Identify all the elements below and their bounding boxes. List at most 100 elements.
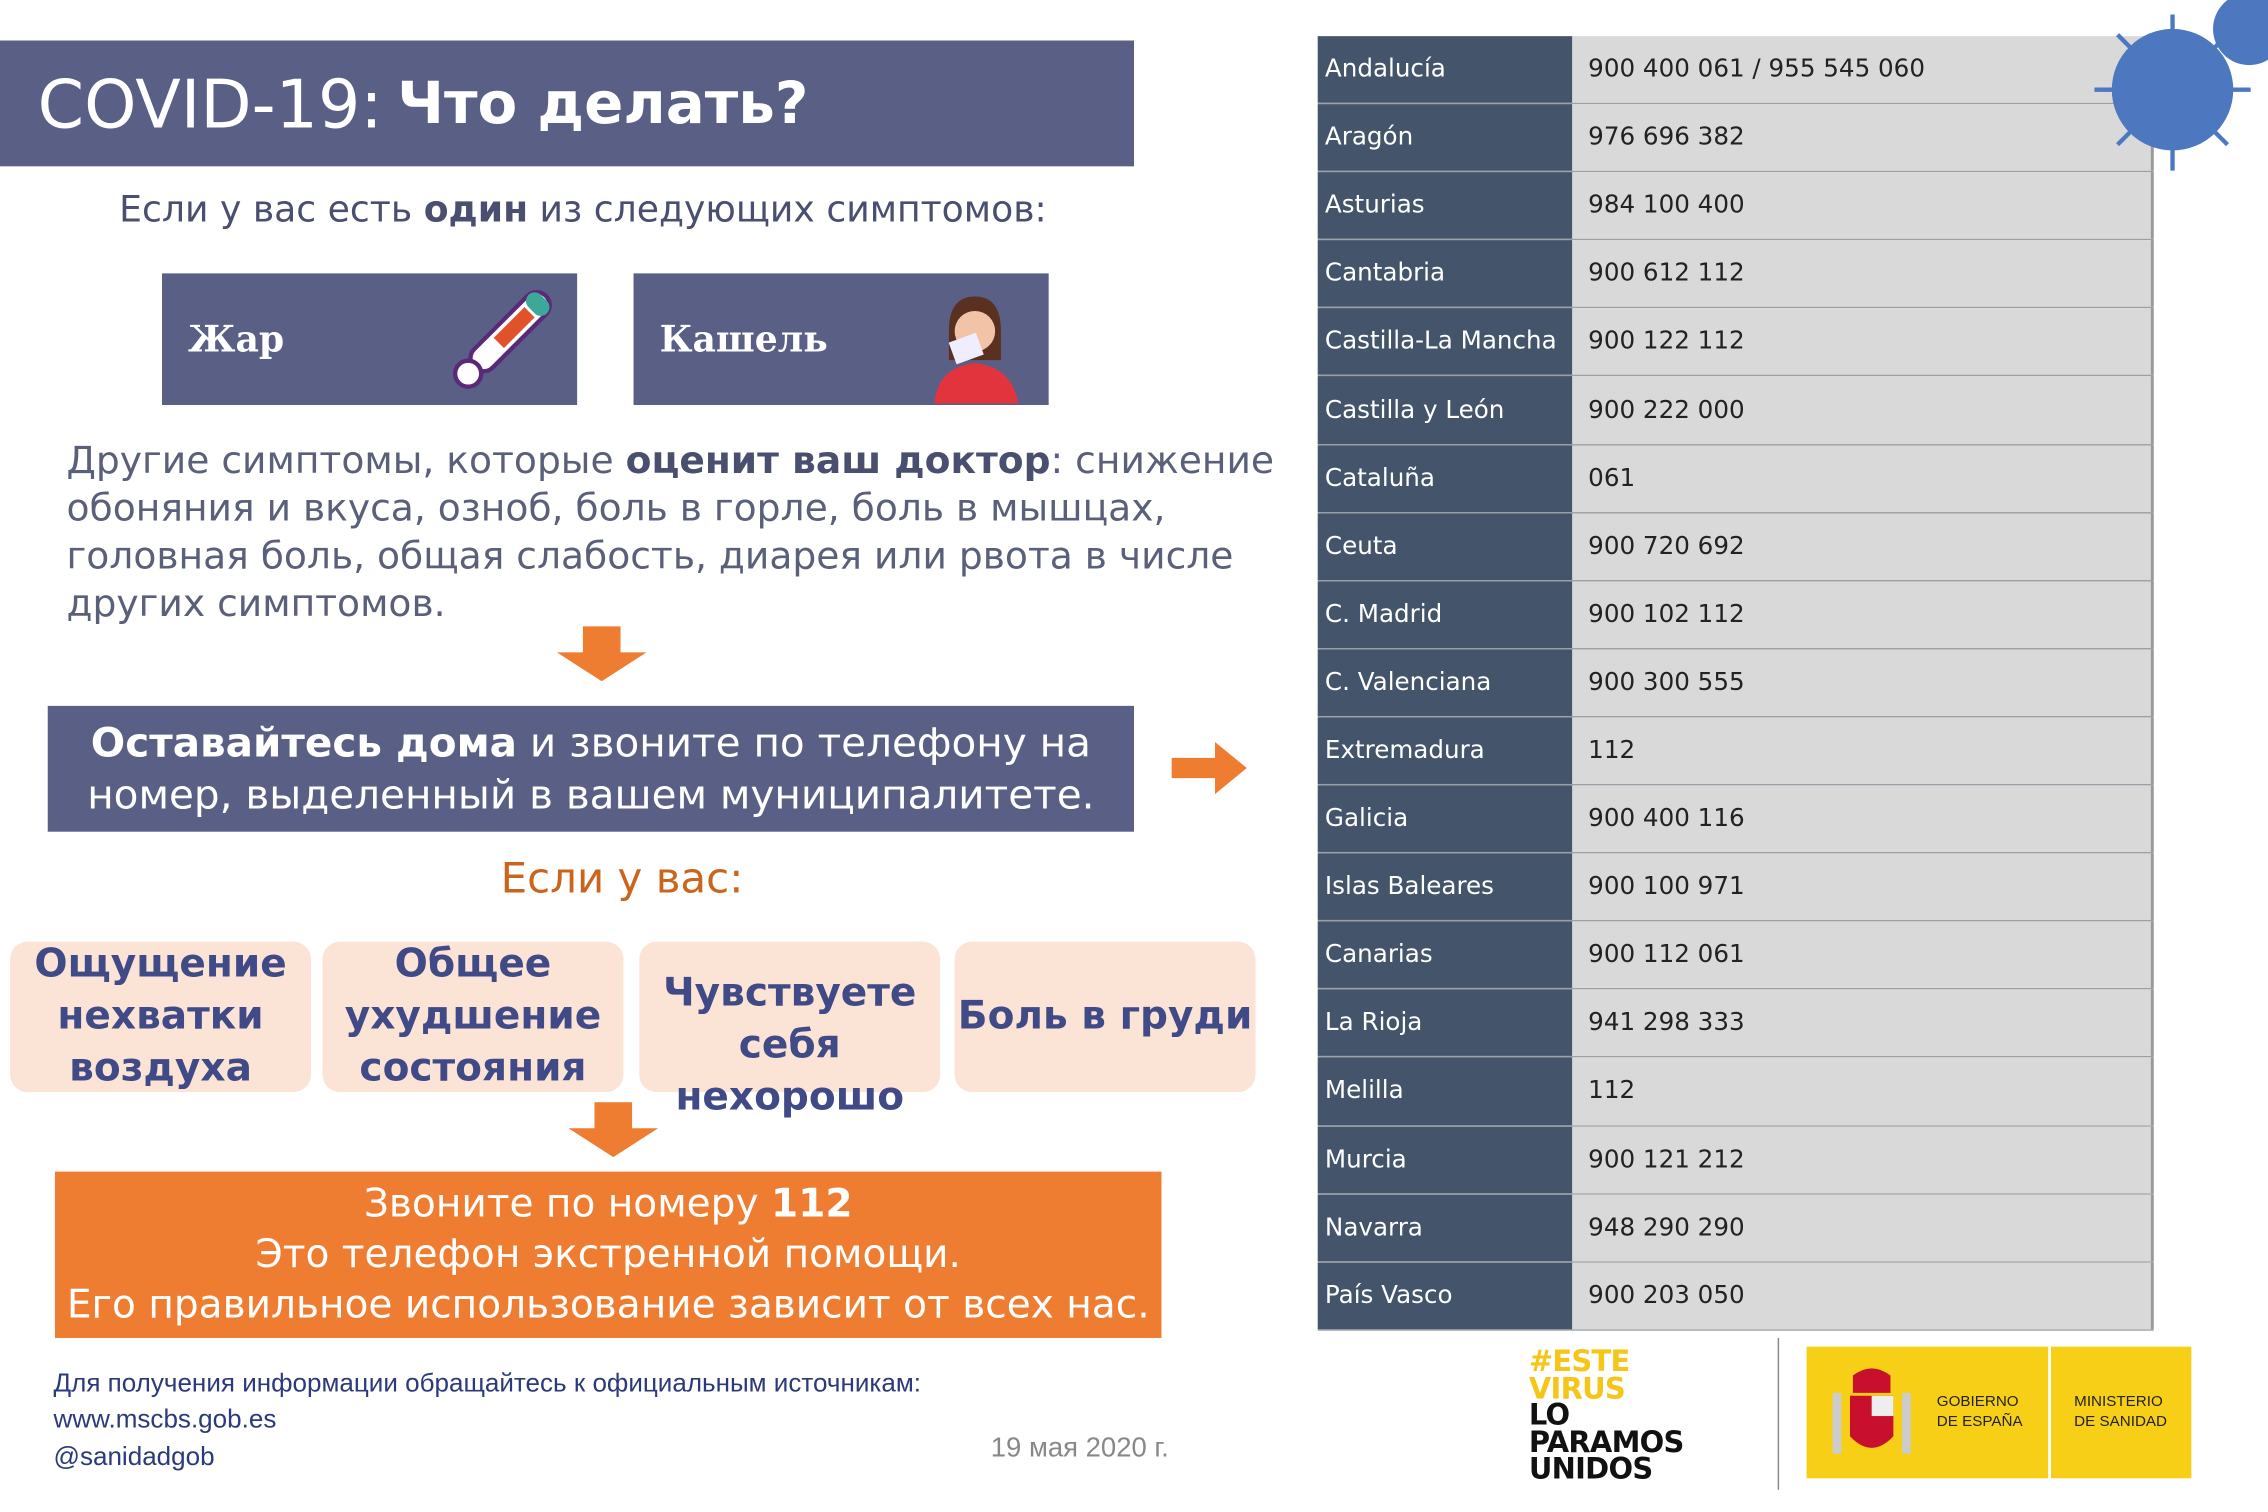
divider bbox=[1777, 1337, 1780, 1490]
emergency-label: Ощущение нехватки воздуха bbox=[34, 941, 287, 1091]
call-112-box: Звоните по номеру 112 Это телефон экстре… bbox=[54, 1171, 1162, 1338]
phone-cell: 900 612 112 bbox=[1572, 240, 2154, 308]
emergency-breath: Ощущение нехватки воздуха bbox=[10, 941, 311, 1093]
phone-table: Andalucía 900 400 061 / 955 545 060 Aragón… bbox=[1317, 36, 2154, 1331]
region-cell: C. Valenciana bbox=[1317, 649, 1573, 716]
emergency-general: Общее ухудшение состояния bbox=[322, 941, 624, 1093]
table-row: Cataluña 061 bbox=[1317, 444, 2154, 513]
virus-icon bbox=[2094, 0, 2268, 171]
phone-cell: 900 222 000 bbox=[1572, 376, 2154, 444]
ministerio-text: MINISTERIO DE SANIDAD bbox=[2074, 1392, 2168, 1431]
region-cell: Cataluña bbox=[1317, 444, 1573, 512]
gobierno-text: GOBIERNO DE ESPAÑA bbox=[1936, 1392, 2023, 1431]
region-cell: Ceuta bbox=[1317, 512, 1573, 580]
table-row: Islas Baleares 900 100 971 bbox=[1317, 853, 2154, 922]
intro-text: Если у вас есть bbox=[119, 188, 424, 230]
table-row: Melilla 112 bbox=[1317, 1057, 2154, 1127]
emergency-chest: Боль в груди bbox=[954, 941, 1256, 1093]
emergency-label: Чувствуете себя нехорошо bbox=[663, 970, 917, 1120]
phone-cell: 948 290 290 bbox=[1572, 1194, 2154, 1261]
region-cell: Navarra bbox=[1317, 1194, 1573, 1261]
phone-cell: 900 400 116 bbox=[1572, 785, 2154, 853]
region-cell: Cantabria bbox=[1317, 240, 1573, 308]
website-link[interactable]: www.mscbs.gob.es bbox=[53, 1404, 277, 1434]
region-cell: Andalucía bbox=[1317, 36, 1573, 103]
region-cell: Melilla bbox=[1317, 1057, 1573, 1125]
table-row: Castilla-La Mancha 900 122 112 bbox=[1317, 308, 2154, 377]
emergency-label: Общее ухудшение состояния bbox=[344, 941, 602, 1091]
region-cell: Murcia bbox=[1317, 1126, 1573, 1193]
region-cell: Castilla y León bbox=[1317, 376, 1573, 444]
other-text: Другие симптомы, которые bbox=[66, 439, 626, 484]
phone-cell: 900 300 555 bbox=[1572, 649, 2154, 716]
title-main: Что делать? bbox=[397, 70, 809, 137]
region-cell: Canarias bbox=[1317, 921, 1573, 989]
other-symptoms: Другие симптомы, которые оценит ваш докт… bbox=[67, 438, 1282, 629]
stay-home-bold: Оставайтесь дома bbox=[90, 718, 518, 766]
phone-cell: 976 696 382 bbox=[1572, 104, 2154, 171]
region-cell: País Vasco bbox=[1317, 1262, 1573, 1329]
phone-cell: 900 720 692 bbox=[1572, 512, 2154, 580]
other-text-after: : снижение обоняния и вкуса, озноб, боль… bbox=[66, 439, 1275, 627]
phone-cell: 900 121 212 bbox=[1572, 1126, 2154, 1193]
thermometer-icon bbox=[452, 289, 552, 389]
phone-cell: 112 bbox=[1572, 717, 2154, 785]
table-row: Murcia 900 121 212 bbox=[1317, 1126, 2154, 1195]
symptom-fever: Жар bbox=[162, 273, 578, 406]
region-cell: La Rioja bbox=[1317, 989, 1573, 1057]
stay-home-box: Оставайтесь дома и звоните по телефону н… bbox=[47, 705, 1135, 832]
table-row: Aragón 976 696 382 bbox=[1317, 104, 2154, 173]
phone-cell: 900 112 061 bbox=[1572, 921, 2154, 989]
region-cell: Islas Baleares bbox=[1317, 853, 1573, 921]
table-row: Canarias 900 112 061 bbox=[1317, 921, 2154, 990]
table-row: C. Madrid 900 102 112 bbox=[1317, 581, 2154, 650]
intro-bold: один bbox=[423, 188, 529, 230]
region-cell: Castilla-La Mancha bbox=[1317, 308, 1573, 376]
table-row: País Vasco 900 203 050 bbox=[1317, 1262, 2154, 1331]
arrow-down-icon bbox=[556, 626, 647, 682]
date: 19 мая 2020 г. bbox=[990, 1433, 1169, 1464]
table-row: Cantabria 900 612 112 bbox=[1317, 240, 2154, 309]
arrow-down-icon bbox=[568, 1102, 659, 1158]
phone-cell: 112 bbox=[1572, 1057, 2154, 1125]
emergency-number: 112 bbox=[771, 1181, 853, 1227]
symptom-label: Жар bbox=[188, 318, 285, 361]
symptoms-intro: Если у вас есть один из следующих симпто… bbox=[0, 188, 1166, 230]
table-row: Galicia 900 400 116 bbox=[1317, 785, 2154, 854]
phone-cell: 900 102 112 bbox=[1572, 581, 2154, 648]
page-title: COVID-19: Что делать? bbox=[0, 40, 1135, 167]
region-cell: Asturias bbox=[1317, 172, 1573, 240]
emergency-label: Боль в груди bbox=[957, 993, 1253, 1039]
intro-text-after: из следующих симптомов: bbox=[528, 188, 1047, 230]
arrow-right-icon bbox=[1171, 742, 1247, 795]
symptom-cough: Кашель bbox=[633, 273, 1049, 406]
phone-cell: 900 203 050 bbox=[1572, 1262, 2154, 1329]
symptom-label: Кашель bbox=[659, 318, 828, 361]
emergency-unwell: Чувствуете себя нехорошо bbox=[639, 941, 941, 1120]
phone-cell: 061 bbox=[1572, 444, 2154, 512]
table-row: C. Valenciana 900 300 555 bbox=[1317, 649, 2154, 718]
other-bold: оценит ваш доктор bbox=[625, 439, 1051, 484]
coat-of-arms-icon bbox=[1832, 1368, 1911, 1454]
table-row: Andalucía 900 400 061 / 955 545 060 bbox=[1317, 36, 2154, 105]
call-line3: Его правильное использование зависит от … bbox=[66, 1282, 1150, 1328]
table-row: Castilla y León 900 222 000 bbox=[1317, 376, 2154, 445]
phone-cell: 941 298 333 bbox=[1572, 989, 2154, 1057]
campaign-logo: #ESTE VIRUS LO PARAMOS UNIDOS bbox=[1528, 1343, 1684, 1486]
region-cell: Aragón bbox=[1317, 104, 1573, 171]
title-prefix: COVID-19: bbox=[37, 64, 383, 143]
table-row: Ceuta 900 720 692 bbox=[1317, 512, 2154, 582]
twitter-handle[interactable]: @sanidadgob bbox=[53, 1442, 215, 1472]
table-row: Extremadura 112 bbox=[1317, 717, 2154, 786]
region-cell: Extremadura bbox=[1317, 717, 1573, 785]
stay-home-text: и звоните по телефону на номер, выделенн… bbox=[87, 718, 1095, 818]
table-row: La Rioja 941 298 333 bbox=[1317, 989, 2154, 1058]
phone-cell: 984 100 400 bbox=[1572, 172, 2154, 240]
call-text: Звоните по номеру bbox=[363, 1181, 772, 1227]
phone-cell: 900 400 061 / 955 545 060 bbox=[1572, 36, 2154, 103]
phone-cell: 900 122 112 bbox=[1572, 308, 2154, 376]
region-cell: Galicia bbox=[1317, 785, 1573, 853]
gobierno-logo: GOBIERNO DE ESPAÑA MINISTERIO DE SANIDAD bbox=[1806, 1346, 2192, 1479]
sneezing-person-icon bbox=[934, 296, 1019, 404]
call-line2: Это телефон экстренной помощи. bbox=[255, 1232, 961, 1278]
